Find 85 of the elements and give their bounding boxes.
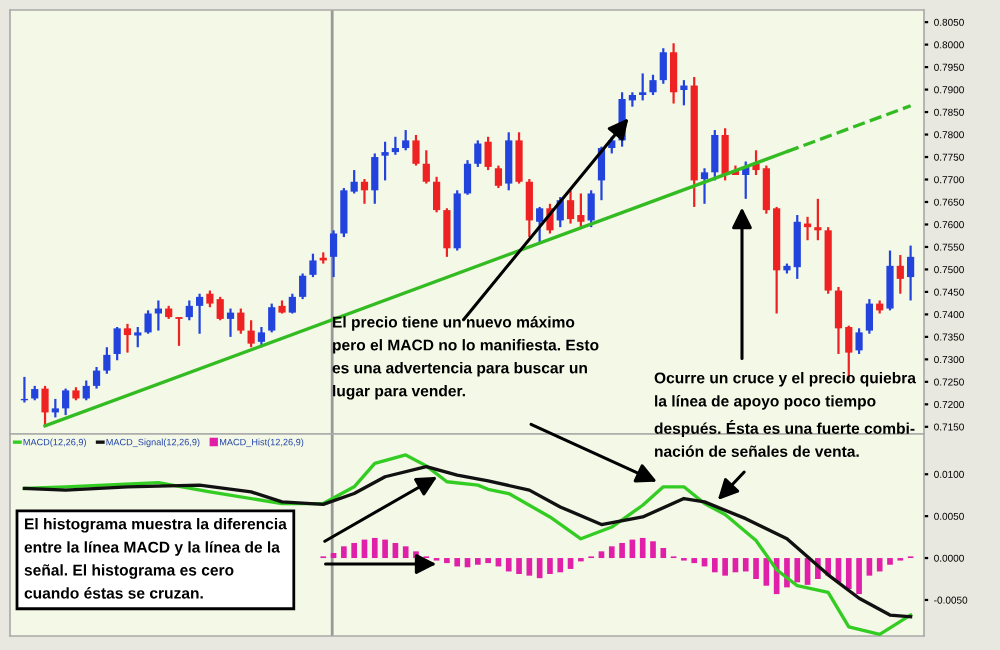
bar bbox=[639, 537, 646, 559]
candlestick bbox=[587, 189, 595, 229]
candlestick bbox=[711, 128, 719, 182]
candlestick bbox=[865, 298, 873, 335]
candlestick bbox=[41, 384, 49, 428]
bar bbox=[753, 558, 759, 579]
bar bbox=[742, 558, 749, 572]
bar bbox=[526, 558, 533, 576]
candlestick bbox=[484, 135, 492, 172]
bar bbox=[516, 558, 522, 574]
candlestick bbox=[814, 197, 822, 242]
candlestick bbox=[92, 365, 101, 390]
candlestick bbox=[51, 397, 59, 419]
candlestick bbox=[340, 186, 348, 239]
candlestick bbox=[195, 292, 204, 335]
candlestick bbox=[700, 167, 709, 205]
bar bbox=[866, 558, 873, 576]
bar bbox=[505, 558, 512, 572]
candlestick bbox=[329, 229, 338, 279]
candlestick bbox=[907, 244, 915, 302]
candlestick bbox=[123, 322, 132, 354]
candlestick bbox=[134, 325, 142, 349]
candlestick bbox=[659, 47, 667, 85]
candlestick bbox=[474, 139, 482, 169]
candlestick bbox=[463, 159, 472, 196]
candlestick bbox=[525, 177, 533, 239]
bar bbox=[608, 546, 615, 559]
candlestick bbox=[113, 325, 121, 362]
candlestick bbox=[515, 131, 523, 185]
bar bbox=[598, 551, 605, 559]
candlestick bbox=[886, 249, 894, 312]
bar bbox=[371, 537, 378, 559]
candlestick bbox=[670, 42, 678, 105]
candlestick bbox=[103, 346, 111, 375]
bar bbox=[711, 558, 718, 573]
bar bbox=[557, 558, 564, 573]
candlestick bbox=[639, 72, 647, 102]
bar bbox=[722, 558, 728, 576]
bar bbox=[845, 558, 852, 590]
bar bbox=[660, 547, 667, 559]
candlestick bbox=[371, 152, 379, 205]
bar bbox=[856, 558, 862, 595]
candlestick bbox=[412, 133, 420, 167]
candlestick bbox=[247, 319, 255, 349]
candlestick bbox=[82, 379, 90, 402]
candlestick bbox=[536, 205, 544, 245]
candlestick bbox=[649, 73, 657, 97]
bar bbox=[402, 546, 409, 559]
candlestick bbox=[422, 149, 430, 185]
bar bbox=[454, 558, 461, 567]
line-series bbox=[22, 465, 913, 619]
candlestick bbox=[443, 207, 451, 258]
candlestick bbox=[309, 252, 317, 279]
bar bbox=[485, 558, 491, 564]
candlestick bbox=[350, 168, 358, 195]
candlestick bbox=[237, 307, 245, 335]
bar bbox=[341, 546, 347, 559]
candlestick bbox=[185, 299, 193, 322]
candlestick bbox=[360, 177, 369, 205]
candlestick bbox=[299, 272, 307, 301]
candlestick bbox=[402, 128, 410, 152]
bar bbox=[351, 542, 357, 559]
candlestick bbox=[268, 302, 276, 334]
bar bbox=[876, 558, 883, 572]
bar bbox=[382, 539, 388, 559]
bar bbox=[474, 558, 481, 565]
candlestick bbox=[381, 140, 389, 182]
candlestick bbox=[433, 175, 441, 214]
candlestick bbox=[721, 127, 729, 182]
bar bbox=[691, 558, 698, 564]
candlestick bbox=[144, 309, 152, 335]
bar bbox=[619, 542, 625, 559]
bar bbox=[887, 558, 893, 565]
candlestick bbox=[896, 253, 904, 295]
candlestick bbox=[855, 327, 863, 356]
candlestick bbox=[226, 307, 235, 338]
candlestick bbox=[680, 79, 688, 107]
bar bbox=[547, 558, 553, 574]
bar bbox=[444, 558, 450, 564]
bar bbox=[794, 558, 801, 583]
bar bbox=[650, 541, 656, 559]
candlestick bbox=[505, 131, 513, 192]
candlestick bbox=[494, 164, 503, 190]
candlestick bbox=[175, 315, 183, 347]
candlestick bbox=[62, 387, 70, 417]
